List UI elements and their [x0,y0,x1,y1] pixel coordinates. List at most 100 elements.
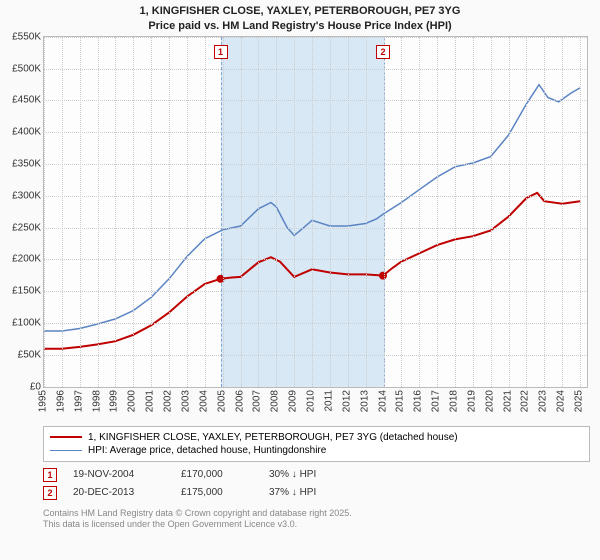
gridline-v [580,37,581,387]
sale-index: 2 [43,486,57,500]
legend: 1, KINGFISHER CLOSE, YAXLEY, PETERBOROUG… [43,426,590,462]
ytick-label: £350K [12,158,44,169]
xtick-label: 2008 [270,390,281,412]
sale-row: 1 19-NOV-2004 £170,000 30% ↓ HPI [43,466,590,484]
xtick-label: 1997 [73,390,84,412]
xtick-label: 2025 [574,390,585,412]
gridline-v [312,37,313,387]
chart-svg [44,37,587,387]
sale-price: £175,000 [181,487,253,498]
gridline-v [151,37,152,387]
xtick-label: 2004 [198,390,209,412]
gridline-v [98,37,99,387]
gridline-v [241,37,242,387]
gridline-v [258,37,259,387]
gridline-v [544,37,545,387]
xtick-label: 2022 [520,390,531,412]
xtick-label: 2005 [216,390,227,412]
gridline-v [562,37,563,387]
gridline-v [473,37,474,387]
gridline-v [44,37,45,387]
xtick-label: 2003 [180,390,191,412]
xtick-label: 2021 [502,390,513,412]
gridline-h [44,69,587,70]
chart-title-line1: 1, KINGFISHER CLOSE, YAXLEY, PETERBOROUG… [0,4,600,19]
xtick-label: 2018 [448,390,459,412]
gridline-h [44,132,587,133]
gridline-v [276,37,277,387]
gridline-v [437,37,438,387]
xtick-label: 2019 [466,390,477,412]
gridline-v [348,37,349,387]
gridline-v [223,37,224,387]
gridline-h [44,291,587,292]
sale-diff: 30% ↓ HPI [269,469,359,480]
gridline-v [133,37,134,387]
gridline-v [205,37,206,387]
ytick-label: £300K [12,190,44,201]
sale-annotation: 1 [214,45,228,59]
gridline-h [44,164,587,165]
legend-label-hpi: HPI: Average price, detached house, Hunt… [88,445,326,456]
legend-swatch-hpi [50,450,82,451]
gridline-v [509,37,510,387]
xtick-label: 2009 [288,390,299,412]
ytick-label: £100K [12,318,44,329]
gridline-v [491,37,492,387]
sales-table: 1 19-NOV-2004 £170,000 30% ↓ HPI 2 20-DEC-201… [43,466,590,502]
sale-diff: 37% ↓ HPI [269,487,359,498]
xtick-label: 1996 [55,390,66,412]
gridline-v [80,37,81,387]
legend-label-property: 1, KINGFISHER CLOSE, YAXLEY, PETERBOROUG… [88,432,458,443]
sale-price: £170,000 [181,469,253,480]
gridline-v [401,37,402,387]
xtick-label: 2006 [234,390,245,412]
gridline-h [44,37,587,38]
footnote: Contains HM Land Registry data © Crown c… [43,508,590,531]
gridline-h [44,259,587,260]
footnote-line1: Contains HM Land Registry data © Crown c… [43,508,590,520]
xtick-label: 2024 [556,390,567,412]
gridline-h [44,228,587,229]
xtick-label: 2012 [341,390,352,412]
chart-title-line2: Price paid vs. HM Land Registry's House … [0,19,600,34]
legend-row-property: 1, KINGFISHER CLOSE, YAXLEY, PETERBOROUG… [50,431,583,444]
sale-date: 20-DEC-2013 [73,487,165,498]
xtick-label: 2023 [538,390,549,412]
xtick-label: 2007 [252,390,263,412]
gridline-v [455,37,456,387]
xtick-label: 2020 [484,390,495,412]
ytick-label: £150K [12,286,44,297]
sale-index: 1 [43,468,57,482]
xtick-label: 2015 [395,390,406,412]
gridline-h [44,323,587,324]
ytick-label: £200K [12,254,44,265]
sale-date: 19-NOV-2004 [73,469,165,480]
sale-annotation: 2 [376,45,390,59]
gridline-v [115,37,116,387]
ytick-label: £400K [12,127,44,138]
xtick-label: 1999 [109,390,120,412]
gridline-v [294,37,295,387]
legend-swatch-property [50,436,82,438]
gridline-v [62,37,63,387]
gridline-v [366,37,367,387]
xtick-label: 2001 [145,390,156,412]
gridline-v [169,37,170,387]
gridline-v [419,37,420,387]
footnote-line2: This data is licensed under the Open Gov… [43,519,590,531]
sale-row: 2 20-DEC-2013 £175,000 37% ↓ HPI [43,484,590,502]
gridline-h [44,196,587,197]
x-axis: 1995199619971998199920002001200220032004… [43,388,588,422]
xtick-label: 2000 [127,390,138,412]
xtick-label: 2010 [306,390,317,412]
xtick-label: 2002 [163,390,174,412]
xtick-label: 2011 [323,390,334,412]
xtick-label: 2017 [431,390,442,412]
xtick-label: 2014 [377,390,388,412]
ytick-label: £550K [12,31,44,42]
ytick-label: £500K [12,63,44,74]
gridline-h [44,100,587,101]
gridline-h [44,355,587,356]
xtick-label: 1998 [91,390,102,412]
